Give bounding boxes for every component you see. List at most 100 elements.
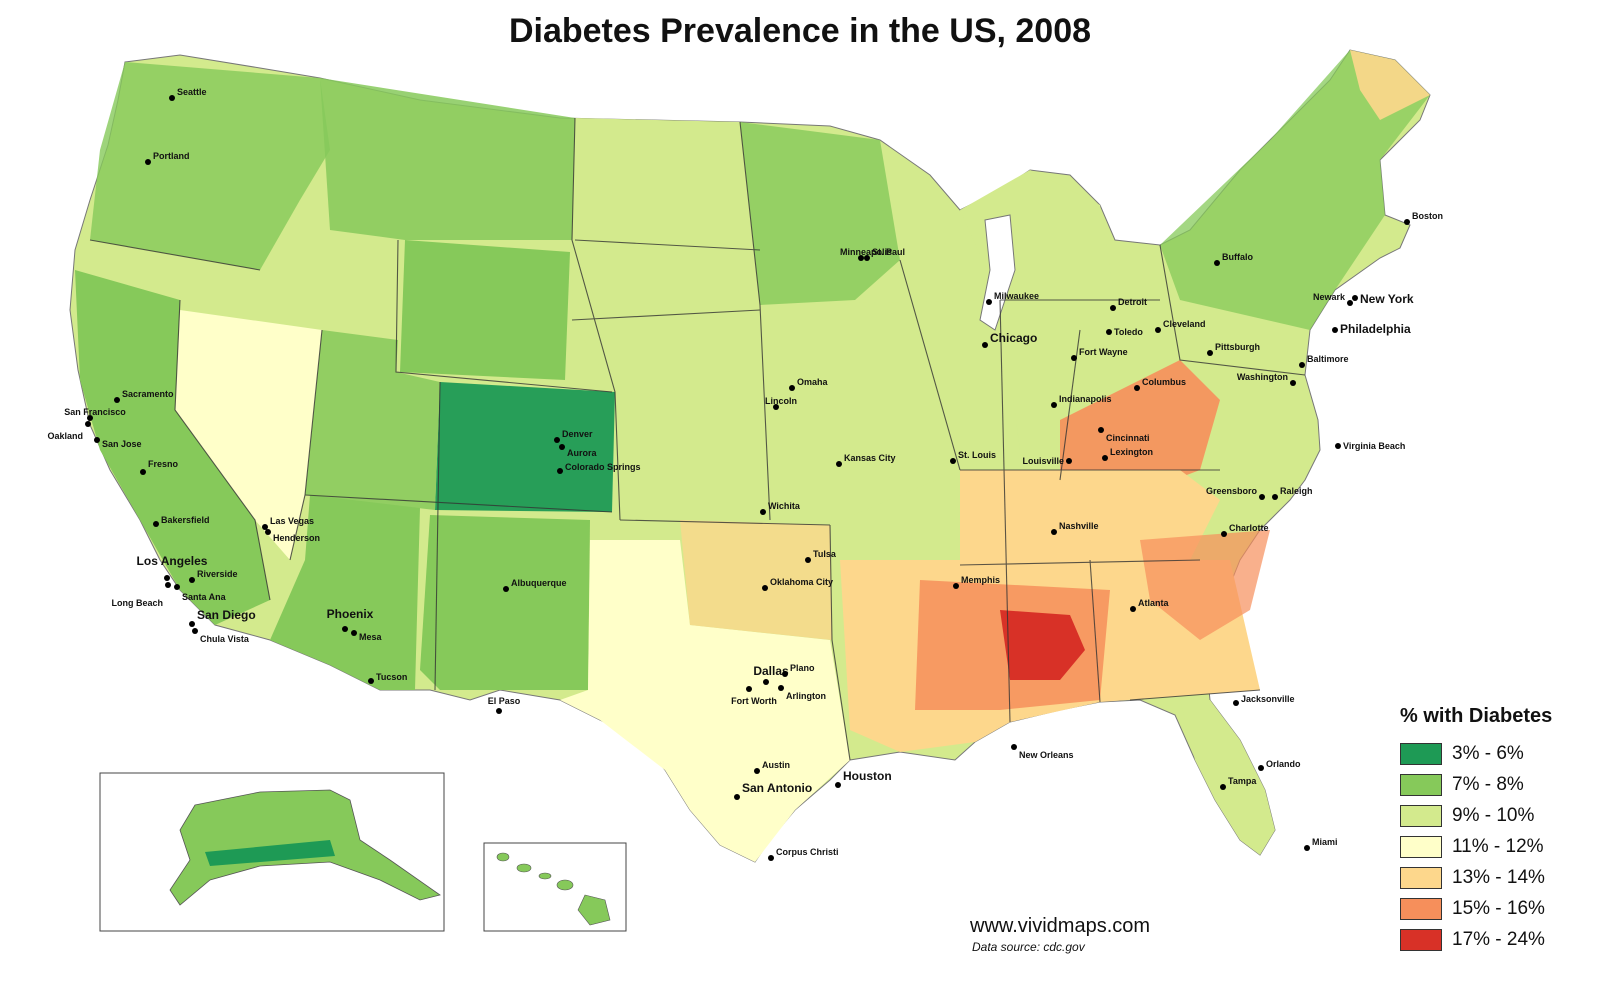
- legend: % with Diabetes 3% - 6% 7% - 8% 9% - 10% 11…: [1400, 705, 1590, 955]
- city-dot: [754, 768, 760, 774]
- city-dot: [789, 385, 795, 391]
- city-dot: [262, 524, 268, 530]
- arizona-region: [270, 495, 420, 690]
- city-marker: Jacksonville: [1233, 694, 1295, 706]
- city-marker: Denver: [554, 429, 593, 443]
- city-label: Mesa: [359, 632, 383, 642]
- city-dot: [189, 621, 195, 627]
- legend-item: 17% - 24%: [1400, 924, 1590, 955]
- city-marker: Los Angeles: [137, 554, 208, 581]
- city-label: Oakland: [47, 431, 83, 441]
- city-marker: Santa Ana: [174, 584, 227, 602]
- city-marker: Wichita: [760, 501, 801, 515]
- city-label: Las Vegas: [270, 516, 314, 526]
- city-dot: [1221, 531, 1227, 537]
- city-label: Sacramento: [122, 389, 174, 399]
- city-marker: Louisville: [1022, 456, 1072, 466]
- texas-region: [560, 540, 850, 862]
- city-marker: Toledo: [1106, 327, 1143, 337]
- city-marker: San Jose: [94, 437, 142, 449]
- city-dot: [1290, 380, 1296, 386]
- city-label: Washington: [1237, 372, 1288, 382]
- city-label: Houston: [843, 769, 892, 783]
- city-marker: Arlington: [778, 685, 826, 701]
- city-label: Orlando: [1266, 759, 1301, 769]
- city-marker: Houston: [835, 769, 892, 788]
- city-dot: [858, 255, 864, 261]
- legend-label: 17% - 24%: [1452, 928, 1545, 950]
- city-dot: [835, 782, 841, 788]
- city-marker: Newark: [1313, 292, 1353, 306]
- city-marker: Orlando: [1258, 759, 1301, 771]
- legend-item: 13% - 14%: [1400, 862, 1590, 893]
- city-marker: Fort Wayne: [1071, 347, 1128, 361]
- city-marker: Buffalo: [1214, 252, 1253, 266]
- montana-region: [320, 78, 575, 240]
- city-label: San Jose: [102, 439, 142, 449]
- city-label: Oklahoma City: [770, 577, 833, 587]
- wyoming-low-region: [400, 240, 570, 380]
- city-marker: Cleveland: [1155, 319, 1206, 333]
- city-label: Santa Ana: [182, 592, 227, 602]
- city-label: Miami: [1312, 837, 1338, 847]
- city-marker: Sacramento: [114, 389, 174, 403]
- city-label: Toledo: [1114, 327, 1143, 337]
- city-label: Cincinnati: [1106, 433, 1150, 443]
- florida-region: [1180, 700, 1275, 855]
- city-marker: Indianapolis: [1051, 394, 1112, 408]
- colorado-low-region: [435, 382, 615, 512]
- city-label: Riverside: [197, 569, 238, 579]
- city-marker: Chicago: [982, 331, 1037, 348]
- city-label: Fort Wayne: [1079, 347, 1128, 357]
- utah-region: [305, 330, 440, 510]
- city-dot: [1258, 765, 1264, 771]
- city-dot: [1347, 300, 1353, 306]
- plains-region: [572, 118, 770, 520]
- city-label: Pittsburgh: [1215, 342, 1260, 352]
- legend-label: 9% - 10%: [1452, 804, 1535, 826]
- maine-region: [1350, 50, 1430, 120]
- city-label: Long Beach: [111, 598, 163, 608]
- city-dot: [982, 342, 988, 348]
- city-label: Kansas City: [844, 453, 896, 463]
- city-marker: Seattle: [169, 87, 207, 101]
- city-label: Philadelphia: [1340, 322, 1411, 336]
- city-label: Charlotte: [1229, 523, 1269, 533]
- city-dot: [153, 521, 159, 527]
- city-label: Denver: [562, 429, 593, 439]
- city-marker: Tulsa: [805, 549, 837, 563]
- city-marker: St. Louis: [950, 450, 996, 464]
- city-dot: [140, 469, 146, 475]
- city-dot: [773, 404, 779, 410]
- alaska-low-band: [205, 840, 335, 866]
- city-marker: Milwaukee: [986, 291, 1039, 305]
- city-dot: [1335, 443, 1341, 449]
- legend-label: 15% - 16%: [1452, 897, 1545, 919]
- nevada-region: [175, 310, 322, 560]
- city-marker: Kansas City: [836, 453, 896, 467]
- legend-label: 3% - 6%: [1452, 742, 1524, 764]
- california-region: [75, 270, 270, 625]
- city-dot: [1299, 362, 1305, 368]
- city-marker: Pittsburgh: [1207, 342, 1260, 356]
- city-label: Baltimore: [1307, 354, 1349, 364]
- legend-label: 7% - 8%: [1452, 773, 1524, 795]
- city-marker: Minneapolis: [840, 247, 892, 261]
- city-marker: Bakersfield: [153, 515, 210, 527]
- city-dot: [1214, 260, 1220, 266]
- city-label: Raleigh: [1280, 486, 1313, 496]
- city-marker: Oakland: [47, 421, 91, 441]
- city-label: Fort Worth: [731, 696, 777, 706]
- legend-swatch: [1400, 742, 1442, 765]
- city-dot: [114, 397, 120, 403]
- city-label: Atlanta: [1138, 598, 1169, 608]
- city-dot: [836, 461, 842, 467]
- city-label: Chicago: [990, 331, 1037, 345]
- city-label: Fresno: [148, 459, 179, 469]
- northwest-region: [90, 62, 330, 270]
- city-dot: [189, 577, 195, 583]
- city-marker: Fresno: [140, 459, 179, 475]
- city-dot: [763, 679, 769, 685]
- new-mexico-region: [420, 515, 590, 690]
- legend-label: 13% - 14%: [1452, 866, 1545, 888]
